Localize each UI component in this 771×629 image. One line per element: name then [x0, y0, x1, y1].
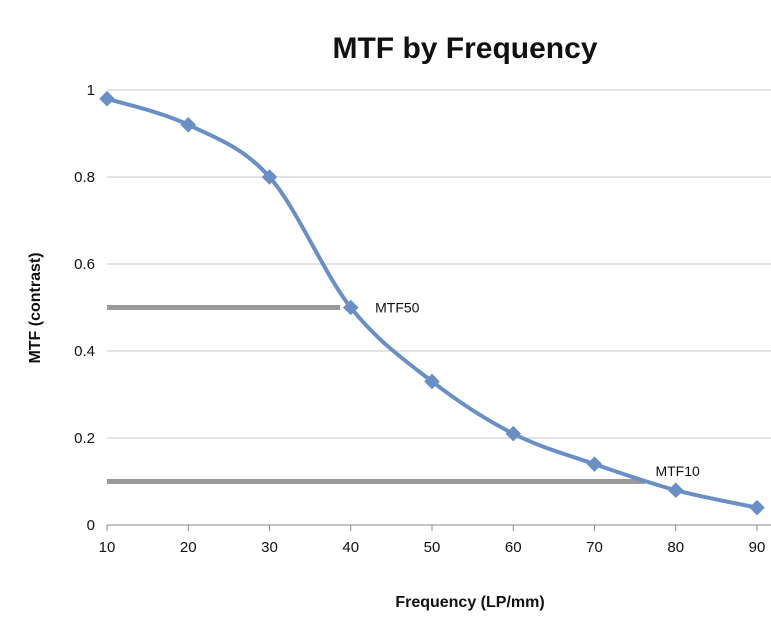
x-tick-label: 50: [424, 539, 441, 556]
data-point-marker: [749, 499, 765, 516]
x-tick-label: 10: [99, 539, 116, 556]
annotation-mtf50: MTF50: [375, 300, 420, 316]
x-tick-label: 80: [667, 539, 684, 556]
y-tick-label: 0.2: [74, 430, 95, 447]
data-point-marker: [667, 482, 684, 498]
y-tick-label: 0: [87, 517, 95, 534]
data-point-marker: [99, 90, 115, 107]
annotation-mtf10: MTF10: [655, 463, 700, 479]
y-tick-label: 1: [87, 82, 95, 99]
y-tick-label: 0.4: [74, 343, 95, 360]
chart-title: MTF by Frequency: [332, 32, 597, 65]
x-tick-label: 40: [342, 539, 359, 556]
data-point-marker: [261, 169, 278, 185]
series-line-mtf: [106, 96, 758, 510]
y-tick-label: 0.6: [74, 256, 95, 273]
y-axis-label: MTF (contrast): [27, 252, 44, 363]
x-tick-label: 90: [749, 539, 766, 556]
x-tick-label: 20: [180, 539, 197, 556]
x-tick-label: 30: [261, 539, 278, 556]
x-tick-label: 60: [505, 539, 522, 556]
x-axis-label: Frequency (LP/mm): [395, 594, 544, 611]
data-point-marker: [180, 117, 197, 133]
data-point-marker: [586, 456, 603, 472]
x-tick-label: 70: [586, 539, 603, 556]
y-tick-label: 0.8: [74, 169, 95, 186]
data-point-marker: [505, 425, 522, 442]
